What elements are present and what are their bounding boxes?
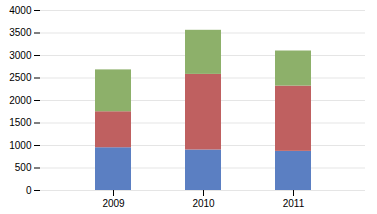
svg-text:2009: 2009	[102, 198, 125, 209]
svg-text:2011: 2011	[283, 198, 305, 209]
svg-text:1000: 1000	[9, 140, 32, 151]
svg-text:2000: 2000	[9, 95, 32, 106]
svg-text:1500: 1500	[9, 117, 32, 128]
svg-text:2010: 2010	[192, 198, 215, 209]
svg-text:2500: 2500	[9, 72, 32, 83]
svg-text:3500: 3500	[9, 27, 32, 38]
svg-text:500: 500	[15, 162, 32, 173]
svg-text:0: 0	[26, 185, 32, 196]
svg-text:3000: 3000	[9, 50, 32, 61]
svg-text:4000: 4000	[9, 5, 32, 16]
